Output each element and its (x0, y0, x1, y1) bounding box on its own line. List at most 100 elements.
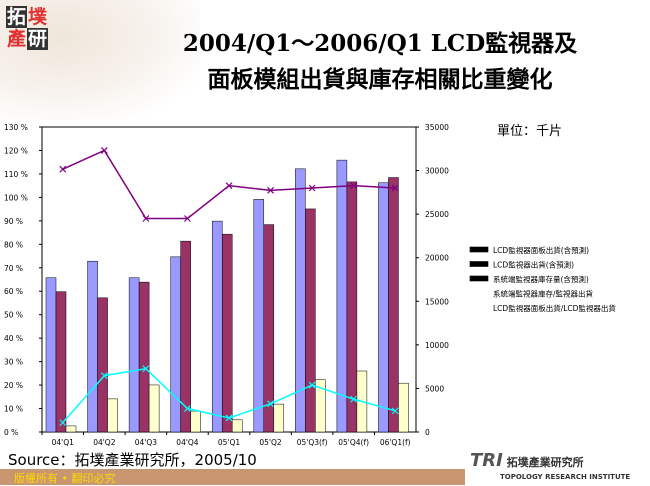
background-map (0, 0, 200, 120)
right-tick-label: 0 (425, 428, 430, 437)
line-marker (142, 215, 150, 222)
line-marker (267, 400, 274, 408)
legend-swatch (469, 246, 489, 253)
left-tick-label: 40 % (4, 334, 23, 343)
corner-logo: 拓墣產研 (6, 6, 50, 52)
line-marker (225, 414, 233, 422)
line-marker (350, 395, 358, 403)
bar-3 (65, 425, 77, 433)
category-label: 05'Q2 (259, 438, 282, 447)
legend-label: LCD監視器面板出貨(含預測) (493, 245, 589, 255)
bar-2 (388, 177, 399, 433)
bar-2 (305, 208, 316, 433)
bar-1 (87, 260, 98, 433)
left-tick-label: 70 % (4, 264, 23, 273)
unit-label: 單位：千片 (497, 124, 563, 139)
line-marker (225, 182, 233, 190)
logo-char: 產 (6, 28, 26, 50)
line-marker (100, 147, 108, 154)
line-marker (184, 215, 191, 222)
title-line-2: 面板模組出貨與庫存相關比重變化 (207, 66, 553, 93)
category-label: 04'Q3 (135, 438, 158, 447)
footer-bar: 版權所有 • 翻印必究 (0, 469, 465, 485)
category-label: 05'Q3(f) (297, 438, 328, 447)
left-tick-label: 50 % (4, 311, 23, 320)
category-label: 04'Q1 (52, 438, 75, 447)
category-label: 06'Q1(f) (380, 438, 411, 447)
right-tick-label: 15000 (425, 297, 449, 306)
bar-1 (253, 199, 265, 433)
brand-logo: TRI 拓墣產業研究所 TOPOLOGY RESEARCH INSTITUTE (470, 451, 648, 485)
legend-label: 系統端監視器庫存/監視器出貨 (493, 289, 594, 299)
category-label: 04'Q2 (93, 438, 116, 447)
legend-label: 系統端監視器庫存量(含預測) (493, 274, 589, 284)
category-label: 05'Q1 (218, 438, 241, 447)
bar-3 (398, 382, 409, 433)
line-marker (184, 405, 191, 412)
bar-2 (138, 281, 150, 433)
bar-2 (180, 240, 191, 433)
left-tick-label: 0 % (4, 428, 18, 437)
bar-3 (273, 403, 285, 433)
logo-char: 拓 (6, 6, 27, 28)
bar-1 (336, 159, 348, 433)
bar-3 (315, 379, 326, 433)
right-tick-label: 20000 (425, 254, 449, 263)
right-tick-label: 10000 (425, 341, 449, 350)
source-note: Source：拓墣產業研究所，2005/10 (8, 451, 257, 469)
line-marker (59, 419, 67, 427)
bar-2 (346, 181, 358, 433)
right-tick-label: 30000 (425, 167, 449, 176)
left-tick-label: 80 % (4, 240, 23, 249)
bar-2 (97, 297, 108, 433)
bar-1 (211, 220, 223, 433)
left-tick-label: 30 % (4, 358, 23, 367)
bar-3 (107, 398, 118, 433)
bar-2 (263, 224, 275, 433)
brand-name: 拓墣產業研究所 (506, 456, 584, 469)
bar-1 (45, 277, 57, 433)
left-tick-label: 100 % (4, 193, 28, 202)
bar-3 (148, 384, 160, 433)
right-tick-label: 35000 (425, 123, 449, 132)
left-tick-label: 20 % (4, 381, 23, 390)
brand-row: TRI 拓墣產業研究所 (470, 451, 584, 471)
left-tick-label: 120 % (4, 146, 28, 155)
line-marker (308, 381, 316, 389)
line-marker (350, 182, 358, 190)
legend-label: LCD監視器面板出貨/LCD監視器出貨 (493, 303, 616, 313)
line-marker (391, 184, 399, 192)
line-marker (100, 372, 108, 380)
logo-char: 研 (27, 28, 48, 50)
line-marker (391, 407, 399, 415)
right-tick-label: 25000 (425, 210, 449, 219)
line-marker (142, 365, 150, 373)
logo-char: 墣 (27, 6, 47, 28)
bar-1 (128, 277, 140, 433)
right-tick-label: 5000 (425, 384, 444, 393)
category-label: 05'Q4(f) (338, 438, 369, 447)
line-marker (308, 184, 316, 192)
bar-1 (170, 256, 181, 433)
bar-3 (190, 410, 201, 433)
bar-1 (378, 182, 389, 433)
left-tick-label: 90 % (4, 217, 23, 226)
bar-2 (221, 233, 233, 433)
legend-label: LCD監視器出貨(含預測) (493, 260, 574, 270)
left-tick-label: 110 % (4, 170, 28, 179)
brand-mark: TRI (470, 450, 503, 471)
line-marker (267, 186, 274, 194)
left-tick-label: 60 % (4, 287, 23, 296)
left-tick-label: 10 % (4, 405, 23, 414)
category-label: 04'Q4 (176, 438, 199, 447)
title-line-1: 2004/Q1～2006/Q1 LCD監視器及 (182, 30, 578, 57)
bar-3 (231, 419, 243, 433)
bar-2 (55, 291, 67, 433)
line-marker (59, 165, 67, 173)
legend-swatch (469, 261, 489, 267)
brand-en: TOPOLOGY RESEARCH INSTITUTE (500, 473, 631, 481)
legend-swatch (469, 275, 489, 282)
left-tick-label: 130 % (4, 123, 28, 132)
copyright: 版權所有 • 翻印必究 (14, 472, 116, 485)
